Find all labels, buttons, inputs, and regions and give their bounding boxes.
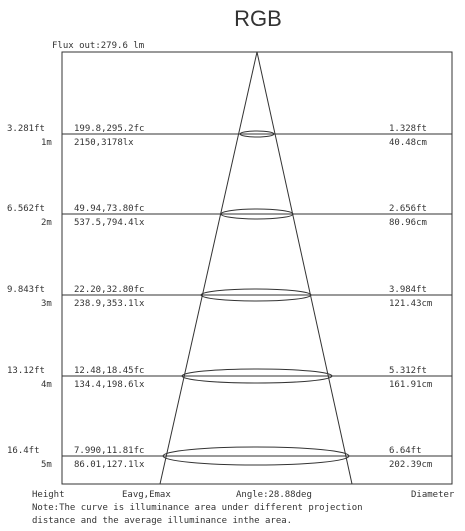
row-fc-values: 49.94,73.80fc (74, 204, 144, 214)
row-fc-values: 7.990,11.81fc (74, 446, 144, 456)
note-line-1: Note:The curve is illuminance area under… (32, 503, 363, 513)
row-lx-values: 238.9,353.1lx (74, 299, 145, 309)
diagram-title: RGB (234, 6, 282, 31)
row-fc-values: 12.48,18.45fc (74, 366, 144, 376)
row-height-m: 5m (41, 460, 52, 470)
illuminance-area-ellipse (220, 208, 294, 220)
illuminance-area-ellipse (200, 288, 312, 302)
beam-angle-label: Angle:28.88deg (236, 490, 312, 500)
row-height-ft: 3.281ft (7, 124, 45, 134)
row-height-ft: 9.843ft (7, 285, 45, 295)
row-height-ft: 16.4ft (7, 446, 40, 456)
row-diameter-ft: 5.312ft (389, 366, 427, 376)
row-diameter-ft: 2.656ft (389, 204, 427, 214)
row-lx-values: 134.4,198.6lx (74, 380, 145, 390)
row-height-ft: 6.562ft (7, 204, 45, 214)
row-height-m: 3m (41, 299, 52, 309)
flux-out-label: Flux out:279.6 lm (52, 41, 144, 51)
note-line-2: distance and the average illuminance int… (32, 516, 292, 526)
height-column-label: Height (32, 490, 65, 500)
row-diameter-cm: 161.91cm (389, 380, 432, 390)
row-diameter-ft: 1.328ft (389, 124, 427, 134)
row-diameter-cm: 202.39cm (389, 460, 432, 470)
row-lx-values: 86.01,127.1lx (74, 460, 145, 470)
eavg-emax-column-label: Eavg,Emax (122, 490, 171, 500)
row-height-m: 4m (41, 380, 52, 390)
row-height-ft: 13.12ft (7, 366, 45, 376)
diagram-frame (61, 51, 453, 485)
row-diameter-cm: 121.43cm (389, 299, 432, 309)
illuminance-area-ellipse (162, 446, 350, 466)
row-diameter-ft: 3.984ft (389, 285, 427, 295)
row-height-m: 2m (41, 218, 52, 228)
row-diameter-cm: 40.48cm (389, 138, 427, 148)
illuminance-area-ellipse (181, 368, 333, 384)
row-diameter-ft: 6.64ft (389, 446, 422, 456)
row-diameter-cm: 80.96cm (389, 218, 427, 228)
beam-right-edge (256, 51, 353, 485)
row-height-m: 1m (41, 138, 52, 148)
row-fc-values: 199.8,295.2fc (74, 124, 144, 134)
illuminance-area-ellipse (239, 130, 275, 138)
row-lx-values: 2150,3178lx (74, 138, 134, 148)
distance-rows: 3.281ft 1m 199.8,295.2fc 2150,3178lx 1.328ft… (7, 124, 452, 470)
diameter-column-label: Diameter (411, 490, 455, 500)
row-lx-values: 537.5,794.4lx (74, 218, 145, 228)
beam-left-edge (159, 51, 258, 485)
row-fc-values: 22.20,32.80fc (74, 285, 144, 295)
